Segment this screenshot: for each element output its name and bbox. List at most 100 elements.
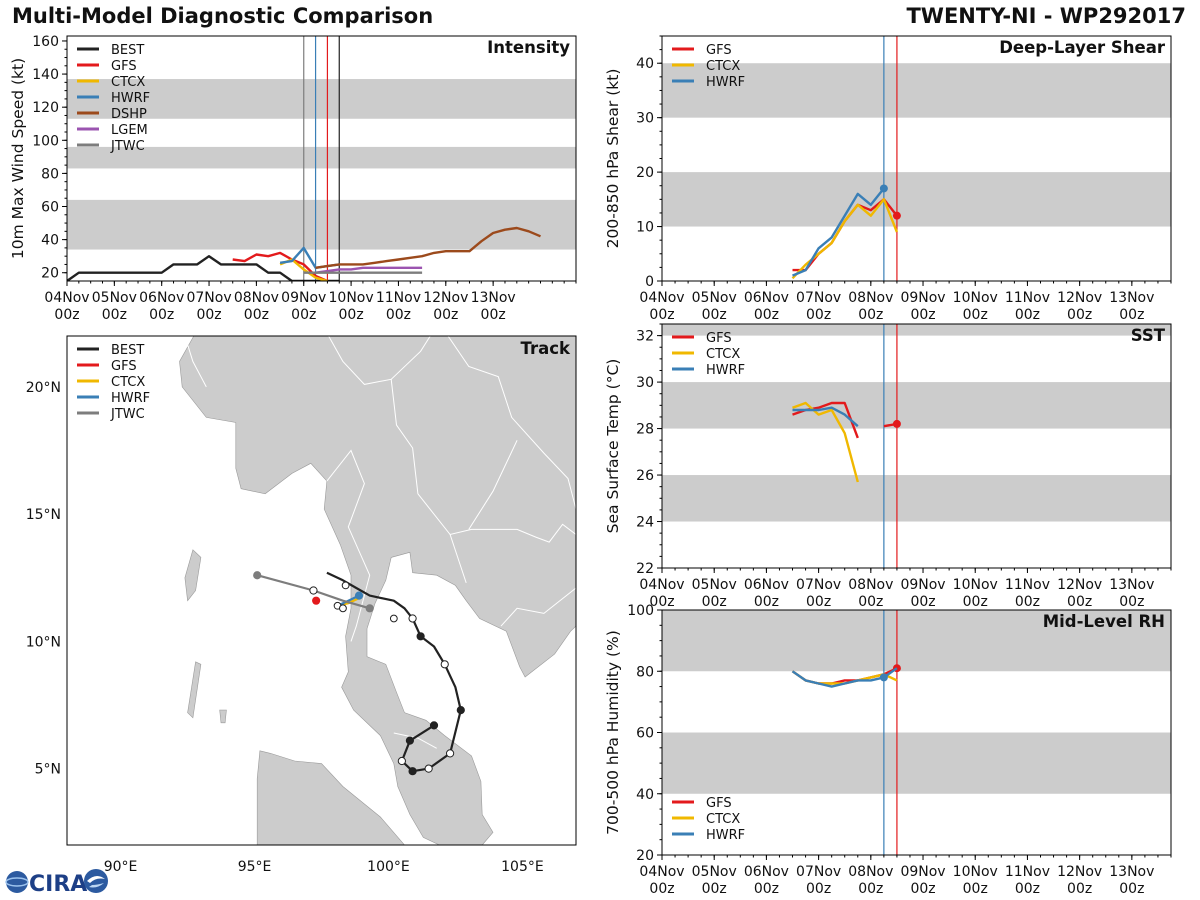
rh-xtick-date: 11Nov [1005, 864, 1050, 880]
storm-id: TWENTY-NI - WP292017 [906, 4, 1186, 28]
intensity-legend-label: GFS [111, 59, 137, 74]
intensity-xtick-date: 12Nov [423, 290, 468, 306]
map-island [187, 661, 202, 719]
shear-band [662, 63, 1171, 118]
rh-ytick-label: 100 [627, 603, 654, 619]
track-point-best [429, 721, 439, 730]
intensity-ytick-label: 140 [32, 67, 59, 83]
rh-xtick-hour: 00z [1067, 881, 1092, 897]
track-point-jtwc [253, 571, 262, 580]
intensity-band [67, 199, 576, 250]
intensity-xtick-date: 04Nov [44, 290, 89, 306]
shear-xtick-date: 08Nov [848, 290, 893, 306]
intensity-xtick-date: 10Nov [329, 290, 374, 306]
intensity-ytick-label: 40 [41, 233, 59, 249]
sst-panel: 22242628303204Nov00z05Nov00z06Nov00z07No… [604, 323, 1172, 610]
intensity-title: Intensity [487, 38, 570, 57]
sst-band [662, 324, 1171, 336]
shear-xtick-hour: 00z [806, 307, 831, 323]
rh-xtick-hour: 00z [806, 881, 831, 897]
rh-xtick-hour: 00z [858, 881, 883, 897]
sst-xtick-hour: 00z [1015, 594, 1040, 610]
track-lon-label: 105°E [501, 859, 544, 875]
shear-ytick-label: 40 [636, 56, 654, 72]
map-island [256, 750, 405, 845]
shear-legend-label: CTCX [706, 59, 740, 74]
intensity-legend-label: JTWC [110, 139, 145, 154]
track-plot-area [67, 336, 576, 845]
track-point-best [408, 614, 417, 623]
sst-xtick-hour: 00z [1119, 594, 1144, 610]
track-point-best [424, 764, 433, 773]
sst-xtick-date: 09Nov [900, 577, 945, 593]
shear-xtick-hour: 00z [1067, 307, 1092, 323]
rh-xtick-hour: 00z [754, 881, 779, 897]
sst-xtick-date: 07Nov [796, 577, 841, 593]
map-border [390, 336, 431, 380]
rh-legend-label: HWRF [706, 828, 745, 843]
shear-xtick-hour: 00z [1119, 307, 1144, 323]
track-point-best [405, 736, 415, 745]
sst-xtick-date: 04Nov [639, 577, 684, 593]
map-border [328, 336, 576, 543]
shear-title: Deep-Layer Shear [999, 38, 1166, 57]
intensity-xtick-date: 07Nov [186, 290, 231, 306]
shear-xtick-date: 09Nov [900, 290, 945, 306]
shear-xtick-hour: 00z [702, 307, 727, 323]
rh-band [662, 732, 1171, 794]
intensity-band [67, 79, 576, 119]
intensity-xtick-date: 05Nov [92, 290, 137, 306]
rh-ytick-label: 60 [636, 726, 654, 742]
shear-xtick-date: 07Nov [796, 290, 841, 306]
shear-xtick-date: 11Nov [1005, 290, 1050, 306]
sst-ytick-label: 30 [636, 375, 654, 391]
track-lon-label: 95°E [238, 859, 272, 875]
sst-band [662, 475, 1171, 522]
sst-plot-area [662, 324, 1171, 568]
map-border [184, 336, 207, 388]
shear-marker-hwrf [879, 184, 888, 193]
intensity-xtick-hour: 00z [386, 307, 411, 323]
globe-icon [6, 871, 28, 893]
rh-xtick-date: 10Nov [953, 864, 998, 880]
cira-logo: CIRA [5, 869, 108, 897]
map-island [219, 709, 227, 724]
sst-legend-label: HWRF [706, 363, 745, 378]
track-point-best [408, 767, 417, 776]
rh-series-hwrf [791, 667, 898, 688]
sst-xtick-date: 11Nov [1005, 577, 1050, 593]
rh-xtick-date: 12Nov [1057, 864, 1102, 880]
shear-legend-label: HWRF [706, 75, 745, 90]
map-mainland [179, 336, 576, 845]
track-point-best [440, 660, 449, 669]
shear-xtick-date: 13Nov [1109, 290, 1154, 306]
track-point-best [397, 756, 406, 766]
shear-xtick-hour: 00z [754, 307, 779, 323]
rh-xtick-date: 06Nov [744, 864, 789, 880]
rh-ylabel: 700-500 hPa Humidity (%) [604, 630, 622, 835]
map-border [500, 587, 576, 627]
shear-xtick-date: 12Nov [1057, 290, 1102, 306]
intensity-xtick-date: 13Nov [471, 290, 516, 306]
track-lat-label: 20°N [26, 380, 61, 396]
rh-title: Mid-Level RH [1043, 612, 1165, 631]
intensity-series-dshp [315, 226, 541, 269]
intensity-xtick-date: 08Nov [234, 290, 279, 306]
sst-band [662, 382, 1171, 429]
track-legend-label: GFS [111, 359, 137, 374]
sst-ytick-label: 22 [636, 561, 654, 577]
rh-legend-label: CTCX [706, 812, 740, 827]
map-border [393, 732, 437, 749]
track-lat-label: 5°N [35, 762, 61, 778]
sst-xtick-hour: 00z [702, 594, 727, 610]
rh-xtick-date: 05Nov [692, 864, 737, 880]
track-legend-label: JTWC [110, 407, 145, 422]
track-legend-label: BEST [111, 343, 144, 358]
shear-series-hwrf [792, 187, 885, 277]
shear-xtick-hour: 00z [1015, 307, 1040, 323]
shear-xtick-date: 06Nov [744, 290, 789, 306]
sst-xtick-date: 05Nov [692, 577, 737, 593]
rh-xtick-hour: 00z [702, 881, 727, 897]
shear-ytick-label: 30 [636, 111, 654, 127]
